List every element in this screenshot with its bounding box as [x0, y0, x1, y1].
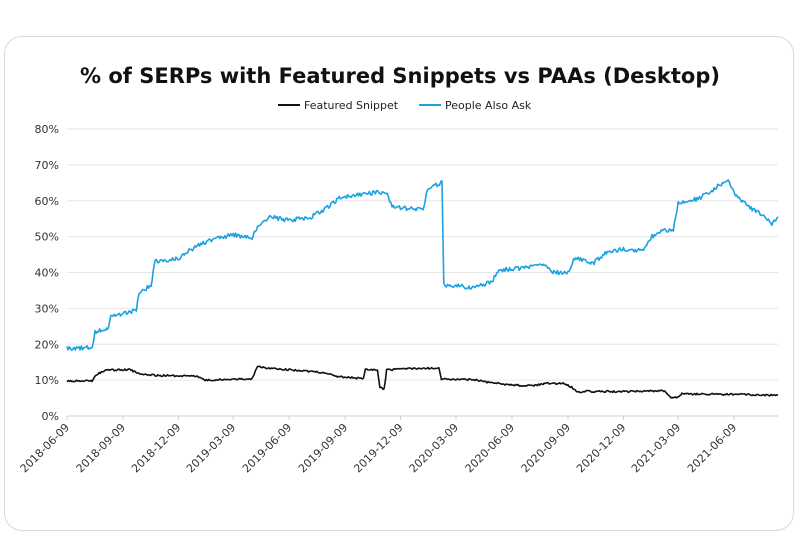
y-tick-label: 50% [35, 231, 59, 244]
x-tick-label: 2020-09-09 [519, 421, 573, 475]
legend-label: People Also Ask [445, 99, 532, 112]
x-tick-label: 2021-03-09 [629, 421, 683, 475]
x-tick-label: 2020-03-09 [407, 421, 461, 475]
x-tick-label: 2019-06-09 [240, 421, 294, 475]
x-axis: 2018-06-09 2018-09-09 2018-12-09 2019-03-09… [18, 416, 739, 475]
y-tick-label: 80% [35, 123, 59, 136]
y-tick-label: 70% [35, 159, 59, 172]
chart-card [4, 36, 794, 531]
y-tick-label: 60% [35, 195, 59, 208]
legend-label: Featured Snippet [304, 99, 399, 112]
x-tick-label: 2021-06-09 [685, 421, 739, 475]
x-tick-label: 2018-12-09 [129, 421, 183, 475]
series-line-people-also-ask [66, 179, 779, 352]
y-tick-label: 20% [35, 338, 59, 351]
x-tick-label: 2019-03-09 [184, 421, 238, 475]
series-lines [66, 179, 779, 399]
y-tick-label: 0% [42, 410, 59, 423]
x-tick-label: 2020-12-09 [574, 421, 628, 475]
y-tick-label: 10% [35, 374, 59, 387]
chart-title: % of SERPs with Featured Snippets vs PAA… [80, 64, 720, 88]
x-tick-label: 2018-06-09 [18, 421, 72, 475]
y-tick-label: 40% [35, 267, 59, 280]
series-line-featured-snippet [66, 365, 779, 399]
y-tick-label: 30% [35, 302, 59, 315]
x-tick-label: 2019-12-09 [351, 421, 405, 475]
x-tick-label: 2019-09-09 [296, 421, 350, 475]
x-tick-label: 2020-06-09 [463, 421, 517, 475]
grid-lines [67, 128, 778, 417]
chart-legend: Featured Snippet People Also Ask [278, 99, 532, 112]
x-tick-label: 2018-09-09 [74, 421, 128, 475]
y-axis: 0% 10% 20% 30% 40% 50% 60% 70% 80% [35, 123, 59, 423]
